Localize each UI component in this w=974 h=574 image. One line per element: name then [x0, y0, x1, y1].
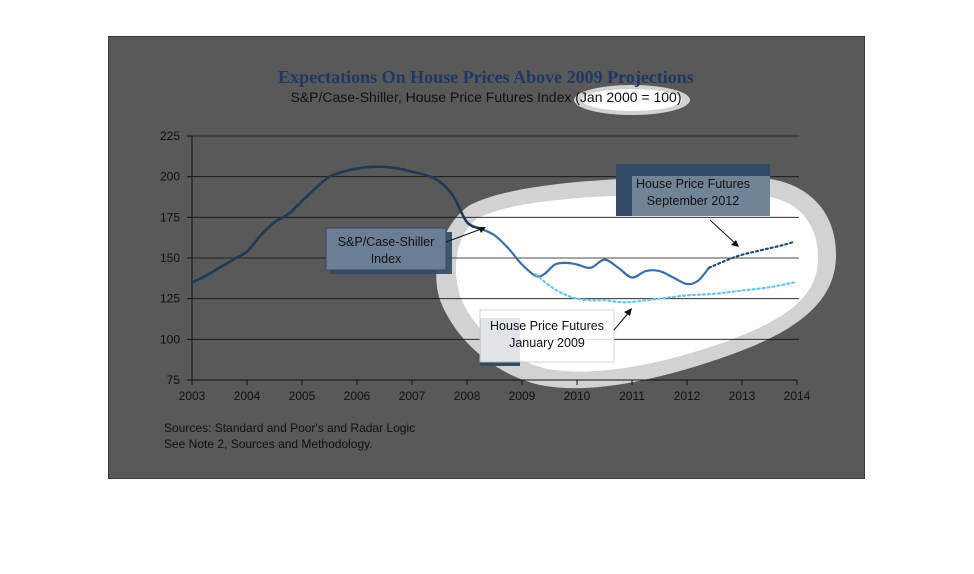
x-tick-label: 2014: [784, 389, 811, 403]
futures-2012-callout-arrowhead: [731, 240, 739, 247]
grid: [192, 135, 799, 340]
futures-2009-callout-line1: House Price Futures: [490, 319, 604, 333]
x-tick-label: 2003: [179, 389, 206, 403]
futures-2012-callout-shadow: [616, 164, 770, 216]
futures-2009-callout-arrowhead: [624, 308, 632, 316]
series-line-1: [707, 240, 796, 269]
x-tick-label: 2006: [344, 389, 371, 403]
x-tick-label: 2004: [234, 389, 261, 403]
x-axis-ticks: 2003 2004 2005 2006 2007 2008 2009 2010 2011 2012…: [179, 380, 811, 403]
sp-callout-arrowhead: [478, 227, 486, 233]
source-line-1: Sources: Standard and Poor's and Radar L…: [164, 421, 415, 435]
sp-callout-line1: S&P/Case-Shiller: [338, 235, 435, 249]
y-tick-label: 125: [160, 292, 180, 306]
x-tick-label: 2012: [674, 389, 701, 403]
chart-subtitle: S&P/Case-Shiller, House Price Futures In…: [290, 89, 681, 105]
futures-2009-callout: House Price Futures January 2009: [479, 308, 632, 366]
y-tick-label: 150: [160, 251, 180, 265]
x-tick-label: 2011: [619, 389, 645, 403]
futures-2012-callout-line2: September 2012: [647, 194, 739, 208]
chart-title: Expectations On House Prices Above 2009 …: [278, 67, 694, 87]
series-lines: [190, 165, 796, 304]
futures-2012-callout: House Price Futures September 2012: [616, 164, 770, 247]
y-tick-label: 225: [160, 129, 180, 143]
y-tick-label: 175: [160, 210, 180, 224]
x-tick-label: 2013: [729, 389, 756, 403]
futures-2012-callout-box: [632, 176, 770, 216]
sp-callout-box: [325, 227, 447, 271]
futures-2012-callout-line1: House Price Futures: [636, 177, 750, 191]
series-line-2: [534, 273, 796, 304]
subtitle-highlight-inner: [582, 89, 682, 111]
x-tick-label: 2010: [564, 389, 591, 403]
sp-callout-pointer: [445, 227, 485, 243]
x-tick-label: 2009: [509, 389, 536, 403]
x-tick-label: 2008: [454, 389, 481, 403]
x-tick-label: 2005: [289, 389, 316, 403]
futures-2009-callout-line2: January 2009: [509, 336, 585, 350]
futures-2012-callout-pointer: [709, 219, 738, 246]
sp-callout: S&P/Case-Shiller Index: [325, 227, 486, 274]
x-tick-label: 2007: [399, 389, 426, 403]
series-line-sp-highlight: [479, 227, 711, 286]
source-line-2: See Note 2, Sources and Methodology.: [164, 437, 373, 451]
y-tick-label: 100: [160, 332, 180, 346]
y-axis-ticks: 75 100 125 150 175 200 225: [160, 129, 192, 387]
y-tick-label: 200: [160, 170, 180, 184]
futures-2009-callout-box: [479, 309, 615, 363]
y-tick-label: 75: [167, 373, 181, 387]
series-line-sp-dark: [190, 165, 483, 284]
sp-callout-line2: Index: [371, 252, 402, 266]
